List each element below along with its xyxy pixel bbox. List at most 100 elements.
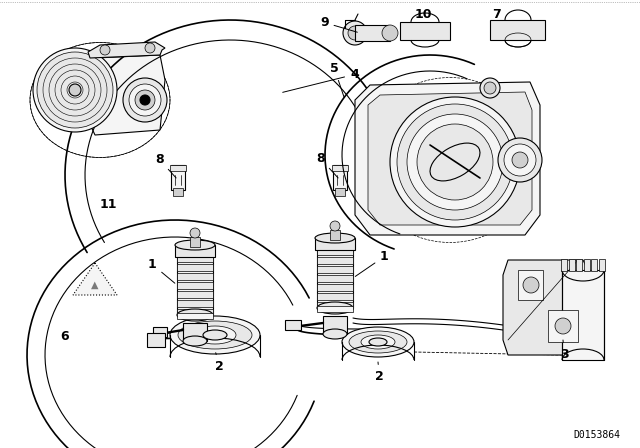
Ellipse shape [175,240,215,250]
Ellipse shape [194,326,236,344]
Circle shape [555,318,571,334]
Bar [317,248,353,255]
Bar [518,270,543,300]
Circle shape [382,25,398,41]
Circle shape [407,114,503,210]
Bar [317,275,353,282]
Bar [177,313,213,319]
Polygon shape [73,263,117,295]
Circle shape [417,124,493,200]
Circle shape [100,45,110,55]
Circle shape [140,95,150,105]
Ellipse shape [203,330,227,340]
Text: 2: 2 [215,353,224,373]
Text: 4: 4 [283,68,359,92]
Bar [562,270,604,360]
Bar [591,259,597,271]
Circle shape [37,52,113,128]
Circle shape [484,82,496,94]
Circle shape [330,221,340,231]
Polygon shape [368,92,532,225]
Bar [177,273,213,280]
Bar [317,248,353,308]
Text: 8: 8 [316,152,338,178]
Circle shape [523,277,539,293]
Text: D0153864: D0153864 [573,430,620,440]
Bar [335,188,345,196]
Text: 11: 11 [100,198,118,211]
Bar [177,282,213,289]
Bar [177,255,213,315]
Bar [576,259,582,271]
Bar [177,309,213,316]
Polygon shape [355,82,540,235]
Bar [317,284,353,291]
Ellipse shape [317,302,353,314]
Circle shape [397,104,513,220]
Bar [177,291,213,298]
Bar [170,165,186,171]
Text: 9: 9 [320,16,357,32]
Bar [177,264,213,271]
Bar [317,266,353,273]
Circle shape [69,84,81,96]
Bar [173,188,183,196]
Circle shape [145,43,155,53]
Bar [153,327,167,337]
Polygon shape [88,42,165,58]
Bar [355,25,390,41]
Bar [317,302,353,309]
Bar [147,333,165,347]
Bar [400,22,450,40]
Circle shape [390,97,520,227]
Circle shape [343,21,367,45]
Text: 10: 10 [415,8,433,21]
Circle shape [135,90,155,110]
Circle shape [129,84,161,116]
Bar [175,245,215,257]
Bar [323,316,347,334]
Bar [317,293,353,300]
Bar [490,20,545,40]
Bar [568,259,575,271]
Bar [190,237,200,247]
Bar [315,238,355,250]
Circle shape [480,78,500,98]
Ellipse shape [342,327,414,357]
Circle shape [33,48,117,132]
Bar [584,259,590,271]
Bar [599,259,605,271]
Bar [285,320,301,330]
Text: 6: 6 [60,330,68,343]
Text: 8: 8 [155,153,176,178]
Ellipse shape [369,338,387,346]
Polygon shape [503,260,593,355]
Circle shape [123,78,167,122]
Circle shape [512,152,528,168]
Bar [330,230,340,240]
Circle shape [504,144,536,176]
Ellipse shape [361,335,395,349]
Text: 1: 1 [355,250,388,276]
Text: 2: 2 [375,362,384,383]
Polygon shape [88,55,165,135]
Ellipse shape [183,336,207,346]
Text: 3: 3 [560,340,568,361]
Bar [171,165,185,190]
Ellipse shape [315,233,355,243]
Ellipse shape [178,321,252,349]
Circle shape [498,138,542,182]
Bar [333,165,347,190]
Bar [317,257,353,264]
Text: ▲: ▲ [92,280,99,290]
Bar [548,310,578,342]
Bar [177,255,213,262]
Text: 1: 1 [148,258,175,283]
Ellipse shape [323,329,347,339]
Bar [183,323,207,341]
Ellipse shape [349,331,407,353]
Bar [332,165,348,171]
Text: 5: 5 [330,62,344,97]
Ellipse shape [177,309,213,321]
Bar [177,300,213,307]
